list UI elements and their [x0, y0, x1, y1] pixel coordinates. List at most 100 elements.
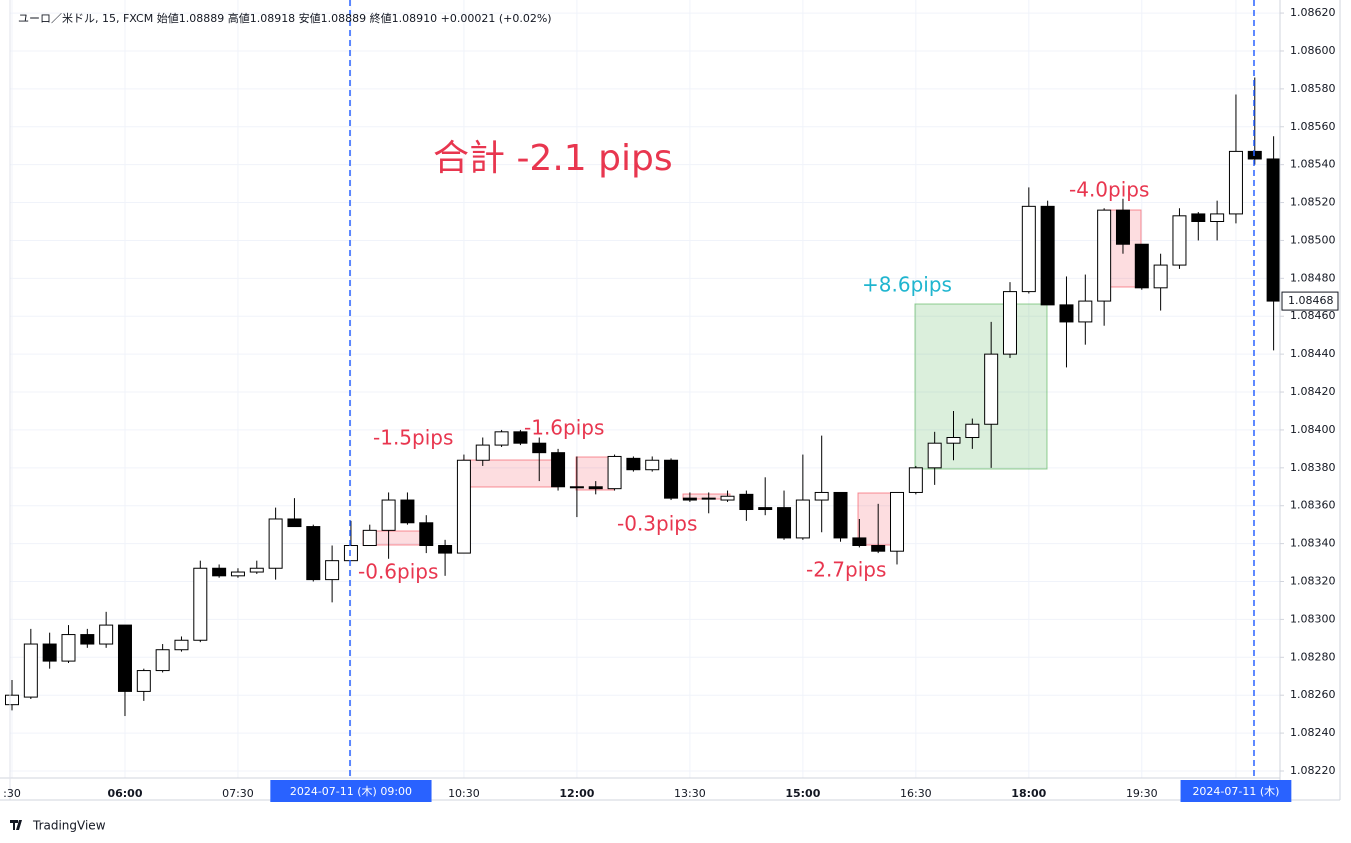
chart-title: ユーロ／米ドル, 15, FXCM 始値1.08889 高値1.08918 安値… [18, 11, 552, 25]
candle-body [984, 353, 999, 425]
x-tick-label: 13:30 [674, 787, 706, 800]
axes: 1.08620 1.08600 1.08580 1.08560 1.08540 1.085… [3, 6, 1339, 802]
candle-body [475, 444, 490, 461]
y-tick-label: 1.08320 [1290, 575, 1336, 588]
x-tick-label: 10:30 [448, 787, 480, 800]
y-tick-label: 1.08400 [1290, 423, 1336, 436]
candle-body [1172, 215, 1187, 266]
y-tick-label: 1.08500 [1290, 233, 1336, 246]
candle-body [5, 694, 19, 706]
candle-body [61, 634, 76, 662]
candle-body [325, 560, 340, 581]
candle-body [42, 643, 57, 662]
annotation: -1.5pips [373, 426, 453, 450]
annotation: -2.7pips [806, 558, 886, 582]
candle-body [852, 537, 867, 547]
y-tick-label: 1.08340 [1290, 537, 1336, 550]
candle-body [419, 522, 434, 547]
x-tick-label: 19:30 [1126, 787, 1158, 800]
candle-body [23, 643, 38, 698]
x-tick-label: 06:00 [107, 787, 142, 800]
trade-box [857, 492, 897, 546]
candle-body [117, 624, 132, 692]
candle-body [1191, 213, 1206, 223]
candle-body [99, 624, 114, 645]
candle-body [1078, 300, 1093, 323]
candle-body [871, 545, 886, 552]
y-tick-label: 1.08220 [1290, 764, 1336, 777]
candle-body [965, 423, 980, 439]
candle-body [645, 459, 660, 471]
y-tick-label: 1.08480 [1290, 271, 1336, 284]
candle-body [908, 467, 923, 493]
candle-body [777, 507, 792, 539]
candle-body [1266, 158, 1281, 302]
y-tick-label: 1.08540 [1290, 158, 1336, 171]
y-tick-label: 1.08460 [1290, 309, 1336, 322]
y-tick-label: 1.08240 [1290, 726, 1336, 739]
candle-body [155, 649, 170, 672]
annotation: -0.6pips [358, 560, 438, 584]
annotation: 合計 -2.1 pips [433, 138, 673, 179]
candle-body [1134, 243, 1149, 289]
x-tick-label: 18:00 [1011, 787, 1046, 800]
candle-body [814, 491, 829, 501]
candle-body [249, 567, 264, 573]
candle-body [306, 526, 321, 581]
candle-body [381, 499, 396, 531]
candle-body [1002, 291, 1017, 355]
candle-body [438, 545, 453, 554]
candle-body [1247, 150, 1262, 160]
y-tick-label: 1.08300 [1290, 612, 1336, 625]
candle-body [136, 670, 151, 692]
candle-body [551, 452, 566, 488]
annotation: -4.0pips [1069, 178, 1149, 202]
candles [5, 77, 1281, 717]
candle-body [795, 499, 810, 539]
y-tick-label: 1.08280 [1290, 650, 1336, 663]
y-tick-label: 1.08620 [1290, 6, 1336, 19]
y-tick-label: 1.08440 [1290, 347, 1336, 360]
candle-body [230, 571, 245, 577]
candle-body [607, 455, 622, 490]
x-tick-label: 07:30 [222, 787, 254, 800]
candle-body [833, 491, 848, 539]
x-tick-label: :30 [3, 787, 21, 800]
y-tick-label: 1.08560 [1290, 120, 1336, 133]
candle-body [890, 491, 905, 552]
y-tick-label: 1.08520 [1290, 196, 1336, 209]
brand: TradingView [32, 819, 106, 833]
y-tick-label: 1.08420 [1290, 385, 1336, 398]
y-tick-label: 1.08600 [1290, 44, 1336, 57]
x-tick-label: 2024-07-11 (木) 09:00 [290, 785, 412, 798]
candle-body [174, 639, 189, 651]
price-axis [1280, 0, 1351, 800]
annotation: -1.6pips [524, 416, 604, 440]
candle-body [193, 567, 208, 641]
y-tick-label: 1.08260 [1290, 688, 1336, 701]
candle-body [664, 459, 679, 499]
candle-body [1153, 264, 1168, 289]
candle-body [1115, 209, 1130, 245]
candle-body [1021, 205, 1036, 293]
candle-body [532, 442, 547, 454]
candle-body [1228, 150, 1243, 215]
x-tick-label: 2024-07-11 (木) [1192, 785, 1279, 798]
candle-body [400, 499, 415, 524]
candle-body [212, 567, 227, 577]
crosshair-label-bg [1180, 780, 1292, 802]
candle-body [682, 497, 697, 501]
candle-body [494, 431, 509, 446]
candle-body [80, 634, 95, 645]
candle-body [1097, 209, 1112, 302]
candle-body [588, 486, 603, 490]
last-price-label: 1.08468 [1288, 294, 1334, 307]
candle-body [268, 518, 283, 569]
candle-body [739, 493, 754, 511]
brand-logo [10, 820, 22, 830]
candle-body [287, 518, 302, 528]
candle-body [720, 495, 735, 501]
candle-body [626, 457, 641, 471]
y-tick-label: 1.08580 [1290, 82, 1336, 95]
last-price-box [1281, 291, 1339, 311]
